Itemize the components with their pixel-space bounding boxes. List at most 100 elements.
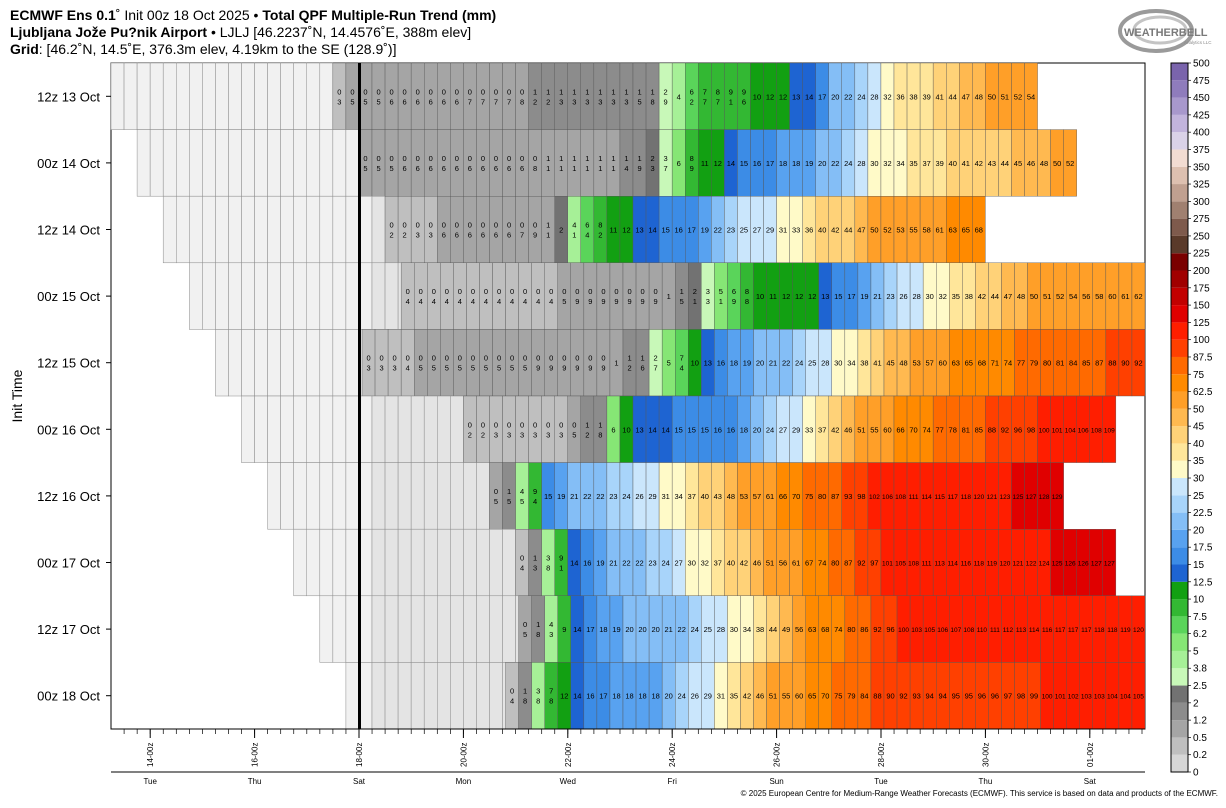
cell-value: 97	[870, 559, 878, 568]
cell-value-int: 0	[520, 87, 524, 96]
cell-value-frac: 6	[455, 164, 459, 173]
cell-value: 104	[1107, 694, 1118, 701]
cell-value: 68	[978, 359, 986, 368]
cell-value: 22	[635, 559, 643, 568]
cell-value-frac: 9	[690, 164, 694, 173]
cell-value-int: 0	[520, 554, 524, 563]
cell-value: 113	[1016, 627, 1027, 634]
cell-value: 48	[727, 492, 735, 501]
cell-value: 42	[831, 226, 839, 235]
cell-value: 109	[1104, 427, 1115, 434]
cell-value: 92	[873, 625, 881, 634]
cell-value: 28	[857, 159, 865, 168]
cell-value: 117	[1068, 627, 1079, 634]
cell-value: 17	[586, 625, 594, 634]
heatmap-cell-empty	[476, 528, 490, 597]
x-tick-label: 24-00z	[668, 743, 677, 767]
colorbar-label: 350	[1193, 162, 1210, 173]
cell-value: 19	[805, 159, 813, 168]
cell-value: 38	[860, 359, 868, 368]
cell-value-frac: 9	[562, 364, 566, 373]
cell-value: 22	[583, 492, 591, 501]
colorbar-label: 17.5	[1193, 543, 1213, 554]
cell-value: 27	[675, 559, 683, 568]
heatmap-cell-empty	[410, 395, 425, 463]
cell-value: 6	[677, 159, 681, 168]
colorbar-label: 275	[1193, 214, 1210, 225]
cell-value-frac: 3	[337, 97, 341, 106]
heatmap-cell-empty	[319, 195, 334, 264]
logo-wordmark: WEATHERBELL	[1124, 27, 1208, 39]
cell-value: 12	[560, 692, 568, 701]
cell-value-int: 0	[497, 287, 501, 296]
cell-value-int: 0	[442, 154, 446, 163]
cell-value: 38	[756, 625, 764, 634]
cell-value-int: 0	[533, 420, 537, 429]
cell-value-frac: 5	[376, 97, 380, 106]
init-time-label: 00z 18 Oct	[37, 689, 100, 704]
cell-value: 16	[714, 425, 722, 434]
cell-value: 38	[909, 92, 917, 101]
forecast-run-row: 0505050606060606060606060608111111111111…	[136, 129, 1077, 197]
heatmap-cell-empty	[176, 129, 190, 197]
cell-value: 47	[962, 92, 970, 101]
cell-value-int: 7	[703, 87, 707, 96]
cell-value-int: 0	[376, 87, 380, 96]
colorbar-swatch	[1171, 97, 1188, 115]
cell-value: 40	[818, 226, 826, 235]
product-title: Total QPF Multiple-Run Trend (mm)	[262, 7, 497, 23]
cell-value-int: 8	[690, 154, 694, 163]
cell-value: 38	[965, 292, 973, 301]
cell-value-int: 0	[562, 354, 566, 363]
cell-value: 80	[818, 492, 826, 501]
cell-value-int: 1	[598, 420, 602, 429]
cell-value: 16	[586, 692, 594, 701]
cell-value: 12	[795, 292, 803, 301]
cell-value-frac: 5	[376, 164, 380, 173]
cell-value-frac: 5	[363, 97, 367, 106]
cell-value-int: 0	[494, 420, 498, 429]
colorbar-label: 75	[1193, 370, 1205, 381]
cell-value-frac: 9	[575, 297, 579, 306]
heatmap-cell-empty	[489, 528, 503, 597]
cell-value: 125	[1052, 561, 1063, 568]
cell-value-frac: 5	[562, 297, 566, 306]
cell-value-frac: 9	[533, 231, 537, 240]
colorbar-label: 45	[1193, 422, 1205, 433]
heatmap-cell-empty	[110, 62, 125, 130]
heatmap-cell-empty	[423, 528, 438, 597]
cell-value-int: 0	[403, 87, 407, 96]
cell-value-frac: 4	[458, 297, 462, 306]
heatmap-cell-empty	[345, 262, 360, 330]
cell-value-frac: 4	[536, 297, 540, 306]
heatmap-cell-empty	[437, 528, 451, 597]
cell-value-frac: 8	[523, 697, 527, 706]
cell-value-int: 0	[601, 354, 605, 363]
cell-value: 15	[661, 226, 669, 235]
heatmap-cell-empty	[437, 662, 451, 730]
colorbar-swatch	[1171, 339, 1188, 357]
cell-value: 70	[821, 692, 829, 701]
heatmap-cell-empty	[202, 195, 216, 264]
colorbar-swatch	[1171, 114, 1188, 133]
cell-value-int: 0	[416, 154, 420, 163]
cell-value-int: 0	[536, 354, 540, 363]
cell-value-frac: 9	[536, 364, 540, 373]
cell-value: 20	[753, 425, 761, 434]
heatmap-cell-empty	[280, 129, 294, 197]
colorbar-swatch	[1171, 460, 1188, 479]
heatmap-cell-empty	[371, 262, 386, 330]
cell-value: 22	[714, 226, 722, 235]
cell-value: 53	[740, 492, 748, 501]
cell-value-frac: 9	[732, 297, 736, 306]
cell-value: 95	[952, 692, 960, 701]
cell-value-frac: 9	[640, 297, 644, 306]
heatmap-cell-empty	[280, 395, 294, 463]
cell-value-int: 1	[585, 420, 589, 429]
cell-value: 58	[1095, 292, 1103, 301]
cell-value-int: 0	[523, 620, 527, 629]
cell-value: 42	[831, 425, 839, 434]
cell-value: 46	[756, 692, 764, 701]
cell-value-frac: 7	[716, 97, 720, 106]
cell-value-int: 1	[650, 87, 654, 96]
